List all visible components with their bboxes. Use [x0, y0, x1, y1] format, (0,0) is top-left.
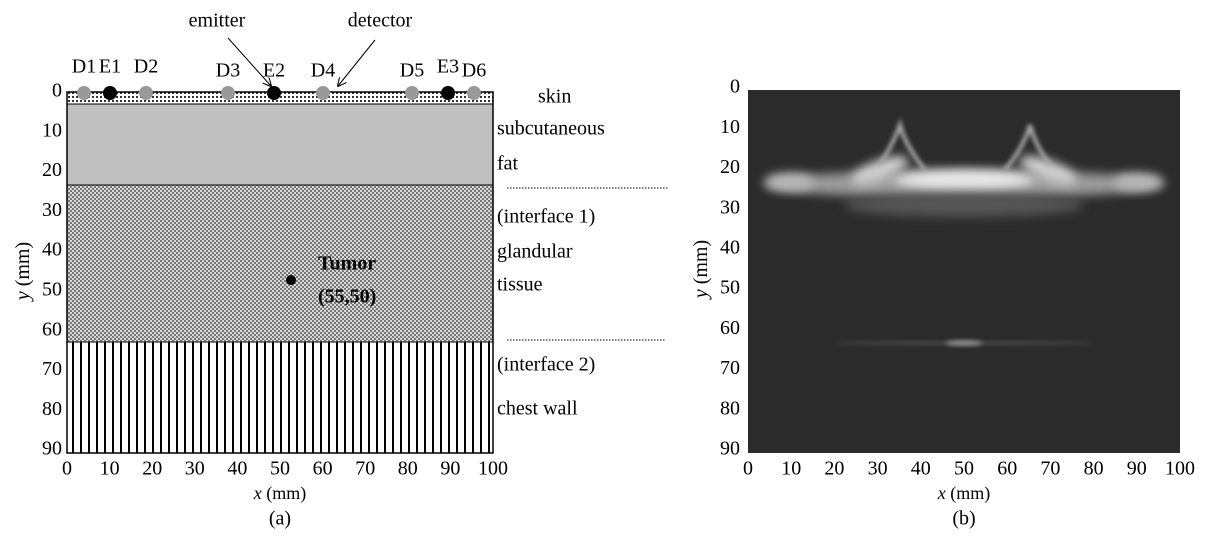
x-tick-label: 40 — [911, 458, 931, 480]
layer-label: skin — [538, 86, 571, 108]
y-tick-label: 60 — [42, 318, 62, 340]
y-tick-label: 90 — [42, 438, 62, 460]
x-tick-label: 90 — [440, 458, 460, 480]
x-tick-label: 100 — [478, 458, 508, 480]
detector-arrow — [338, 40, 375, 86]
x-tick-label: 10 — [100, 458, 120, 480]
sensor-label: D2 — [134, 56, 158, 78]
x-axis-label: x (mm) — [253, 483, 307, 504]
sensor-label: D6 — [462, 60, 486, 82]
x-axis-var: x — [253, 483, 262, 503]
y-tick-label: 20 — [42, 159, 62, 181]
detector — [405, 86, 419, 100]
layer-label: (interface 1) — [497, 206, 595, 228]
x-tick-label: 10 — [781, 458, 801, 480]
emitter-label: emitter — [189, 10, 246, 32]
tumor-coords: (55,50) — [318, 286, 376, 308]
x-tick-label: 50 — [270, 458, 290, 480]
emitter — [103, 86, 117, 100]
y-axis-unit: (mm) — [690, 240, 712, 284]
emitter — [267, 86, 281, 100]
sensor-label: D5 — [400, 60, 424, 82]
x-axis-label: x (mm) — [937, 483, 991, 504]
detector — [316, 86, 330, 100]
reconstruction-image — [748, 90, 1180, 453]
detector-label: detector — [348, 10, 413, 32]
x-tick-label: 70 — [1040, 458, 1060, 480]
y-tick-label: 0 — [730, 76, 740, 98]
y-tick-label: 70 — [42, 358, 62, 380]
x-tick-label: 20 — [142, 458, 162, 480]
y-tick-label: 10 — [720, 116, 740, 138]
y-axis-label: y (mm) — [690, 240, 712, 300]
x-tick-label: 30 — [868, 458, 888, 480]
page: Tumor (55,50) emitter detector skin subc… — [0, 0, 1219, 551]
y-tick-label: 0 — [52, 80, 62, 102]
x-tick-label: 0 — [62, 458, 72, 480]
x-tick-label: 80 — [1084, 458, 1104, 480]
tumor-label: Tumor — [318, 253, 376, 275]
y-axis-var: y — [12, 291, 34, 302]
y-tick-label: 90 — [720, 438, 740, 460]
x-tick-label: 70 — [355, 458, 375, 480]
layer-label: tissue — [497, 274, 543, 296]
y-tick-label: 50 — [720, 277, 740, 299]
x-tick-label: 40 — [227, 458, 247, 480]
layer-label: fat — [497, 153, 519, 175]
x-tick-label: 0 — [743, 458, 753, 480]
x-tick-label: 100 — [1165, 458, 1195, 480]
y-tick-label: 30 — [42, 199, 62, 221]
caption: (b) — [952, 508, 975, 530]
x-tick-label: 30 — [185, 458, 205, 480]
x-tick-label: 60 — [313, 458, 333, 480]
tumor — [286, 275, 296, 285]
detector — [77, 86, 91, 100]
x-tick-label: 50 — [954, 458, 974, 480]
sensor-label: E1 — [99, 56, 121, 78]
detector — [467, 86, 481, 100]
sensor-label: E3 — [437, 56, 459, 78]
caption: (a) — [269, 508, 291, 530]
sensor-label: E2 — [263, 60, 285, 82]
y-tick-label: 10 — [42, 119, 62, 141]
x-tick-label: 60 — [997, 458, 1017, 480]
x-tick-label: 80 — [398, 458, 418, 480]
sensor-label: D1 — [72, 56, 96, 78]
sensor-label: D3 — [216, 60, 240, 82]
y-tick-label: 50 — [42, 278, 62, 300]
x-tick-label: 20 — [824, 458, 844, 480]
y-tick-label: 40 — [720, 236, 740, 258]
y-tick-label: 80 — [720, 397, 740, 419]
x-axis-unit: (mm) — [950, 483, 990, 504]
figure: Tumor (55,50) emitter detector skin subc… — [0, 0, 1219, 551]
sensor-label: D4 — [311, 60, 335, 82]
fat-layer — [67, 104, 493, 185]
y-tick-label: 80 — [42, 398, 62, 420]
y-tick-label: 40 — [42, 239, 62, 261]
y-tick-label: 60 — [720, 317, 740, 339]
y-tick-label: 70 — [720, 357, 740, 379]
layer-label: (interface 2) — [497, 354, 595, 376]
emitter — [441, 86, 455, 100]
y-axis-label: y (mm) — [12, 242, 34, 302]
layer-label: glandular — [497, 241, 573, 263]
y-tick-label: 30 — [720, 196, 740, 218]
layer-label: chest wall — [497, 398, 578, 420]
y-axis-var: y — [690, 289, 712, 300]
layer-label: subcutaneous — [497, 118, 605, 140]
x-axis-var: x — [937, 483, 946, 503]
x-tick-label: 90 — [1127, 458, 1147, 480]
x-axis-unit: (mm) — [266, 483, 306, 504]
y-axis-unit: (mm) — [12, 242, 34, 286]
chest-wall-layer — [67, 342, 493, 453]
y-tick-label: 20 — [720, 156, 740, 178]
glandular-layer — [67, 185, 493, 342]
detector — [221, 86, 235, 100]
detector — [139, 86, 153, 100]
